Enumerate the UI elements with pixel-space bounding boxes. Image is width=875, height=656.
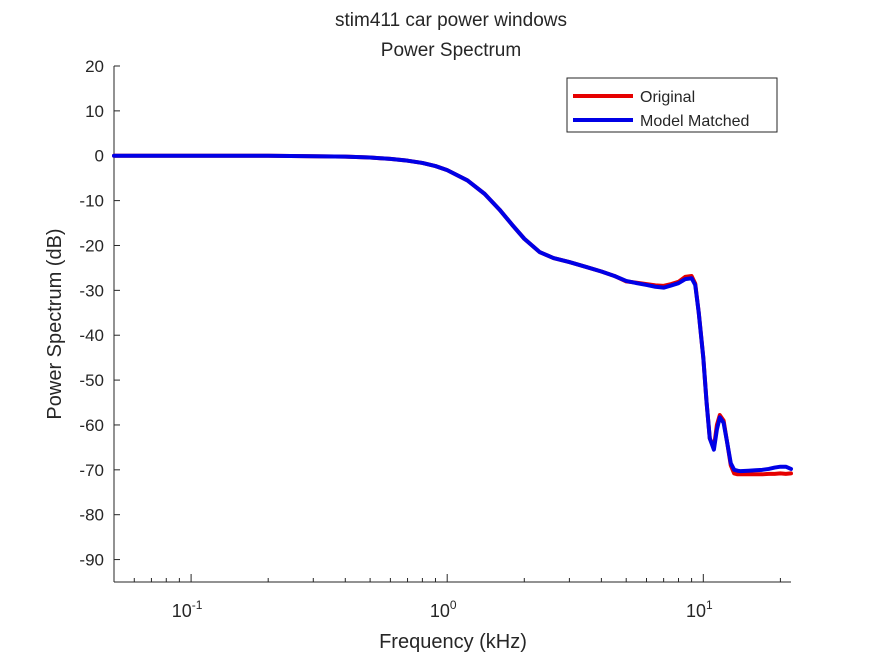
y-tick-label: -70 [79, 461, 104, 480]
x-axis-ticks: 10-1 100 101 [172, 574, 713, 621]
chart-title: stim411 car power windows [335, 10, 567, 31]
legend-label-model-matched: Model Matched [640, 113, 749, 130]
x-tick-label: 100 [430, 598, 457, 621]
y-axis-ticks: 20 10 0 -10 -20 -30 -40 -50 -60 -70 -80 -90 [79, 57, 120, 570]
series-line-model-matched [112, 153, 793, 474]
series-layer [112, 153, 793, 477]
y-tick-label: -50 [79, 371, 104, 390]
chart-subtitle: Power Spectrum [381, 40, 521, 61]
y-tick-label: -60 [79, 416, 104, 435]
legend-label-original: Original [640, 89, 695, 106]
x-axis-label: Frequency (kHz) [379, 631, 527, 653]
x-tick-label: 10-1 [172, 598, 203, 621]
y-tick-label: 10 [85, 102, 104, 121]
y-tick-label: -30 [79, 281, 104, 300]
y-tick-label: -10 [79, 192, 104, 211]
legend-box [566, 77, 778, 133]
y-axis-label: Power Spectrum (dB) [44, 228, 66, 419]
y-tick-label: 0 [95, 147, 104, 166]
y-tick-label: -20 [79, 236, 104, 255]
legend: Original Model Matched [566, 77, 778, 133]
y-tick-label: -40 [79, 326, 104, 345]
x-tick-label: 101 [686, 598, 713, 621]
x-axis-minor-ticks [113, 578, 781, 582]
y-tick-label: -80 [79, 506, 104, 525]
y-tick-label: -90 [79, 551, 104, 570]
y-tick-label: 20 [85, 57, 104, 76]
